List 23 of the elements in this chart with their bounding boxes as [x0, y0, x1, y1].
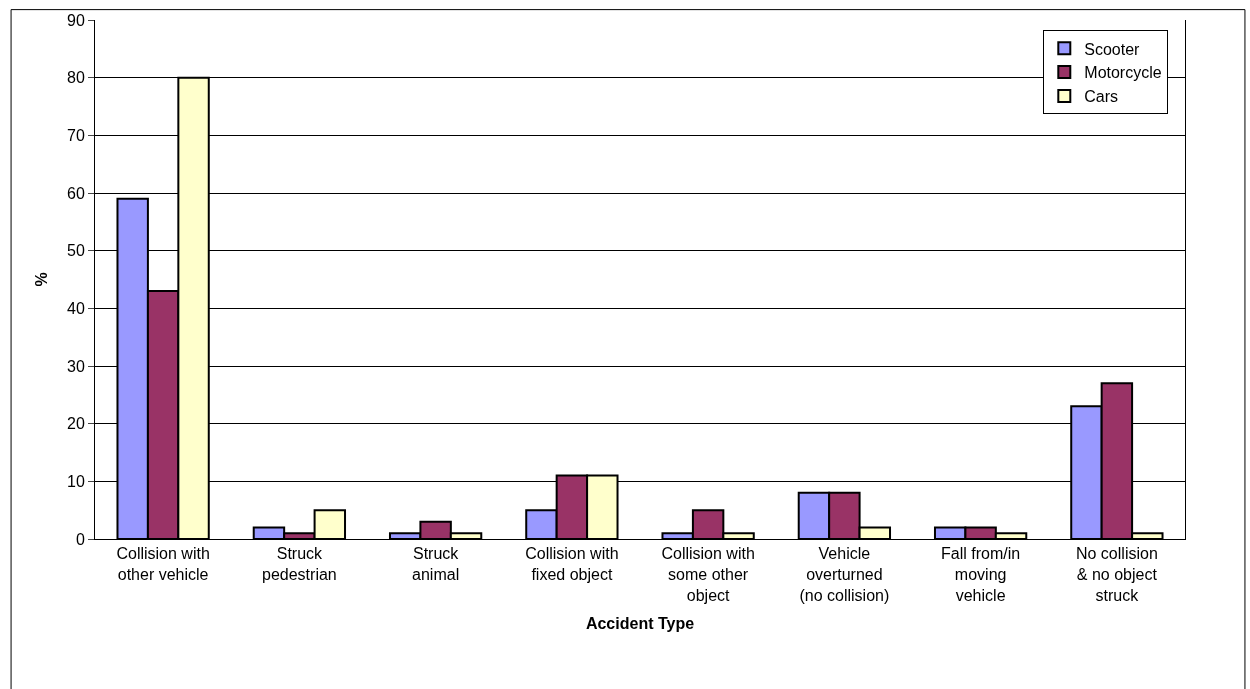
x-tick-label: Fall from/in moving vehicle: [941, 545, 1021, 604]
legend-label: Cars: [1084, 88, 1119, 106]
x-tick-label: Struck pedestrian: [262, 545, 337, 583]
x-tick-label: Collision with fixed object: [525, 545, 619, 583]
x-tick-label: Struck animal: [412, 545, 460, 583]
y-tick-label: 10: [67, 472, 85, 490]
legend-label: Motorcycle: [1084, 64, 1162, 82]
x-tick-label: No collision & no object struck: [1075, 545, 1158, 604]
x-tick-label: Collision with other vehicle: [116, 545, 210, 583]
y-tick-label: 70: [67, 126, 85, 144]
y-tick-label: 80: [67, 69, 85, 87]
y-tick-label: 90: [67, 11, 85, 29]
y-tick-label: 50: [67, 242, 85, 260]
y-tick-label: 40: [67, 299, 85, 317]
y-axis-title: %: [32, 272, 50, 287]
x-tick-label: Collision with some other object: [661, 545, 755, 604]
y-tick-label: 20: [67, 415, 85, 433]
x-axis-title: Accident Type: [585, 615, 695, 633]
y-tick-label: 60: [67, 184, 85, 202]
x-tick-label: Vehicle overturned (no collision): [799, 545, 890, 604]
y-tick-label: 30: [67, 357, 85, 375]
y-tick-label: 0: [75, 530, 85, 548]
legend-label: Scooter: [1084, 40, 1141, 58]
